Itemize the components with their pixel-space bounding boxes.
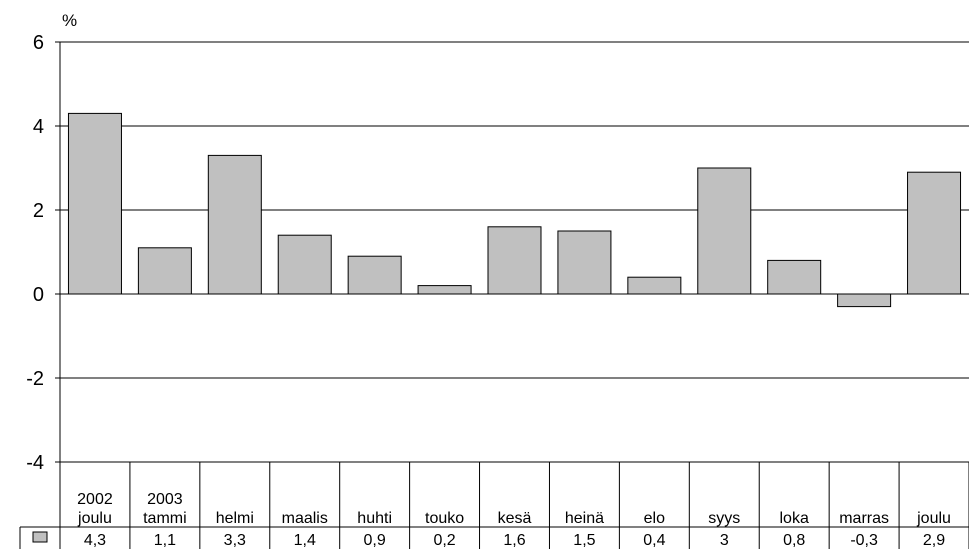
category-label: heinä	[565, 510, 604, 527]
y-tick-label: 2	[33, 200, 44, 222]
data-label: 3	[720, 532, 729, 549]
data-label: 1,5	[573, 532, 595, 549]
data-label: 4,3	[84, 532, 106, 549]
category-label: tammi	[143, 510, 187, 527]
bar	[907, 171, 962, 295]
data-label: 0,8	[783, 532, 805, 549]
bar	[837, 293, 892, 308]
data-label: 1,6	[503, 532, 525, 549]
data-label: 2,9	[923, 532, 945, 549]
category-label: joulu	[77, 510, 112, 527]
bar	[557, 230, 612, 295]
y-tick-label: -2	[26, 368, 44, 390]
data-table: 2002 joulu 4,3 2003 tammi 1,1 helmi 3,3 maalis 1,…	[19, 462, 969, 549]
category-label: syys	[708, 510, 740, 527]
y-tick-label: -4	[26, 452, 44, 474]
data-label: 0,4	[643, 532, 665, 549]
data-label: 3,3	[224, 532, 246, 549]
bar	[767, 259, 822, 295]
y-unit-label: %	[62, 11, 77, 30]
y-tick-label: 0	[33, 284, 44, 306]
bar	[277, 234, 332, 295]
axes: 6 4 2 0 -2 -4	[26, 32, 61, 474]
legend-swatch	[32, 531, 48, 543]
bar	[137, 247, 192, 295]
data-label: 0,2	[433, 532, 455, 549]
y-tick-label: 4	[33, 116, 44, 138]
category-label: loka	[780, 510, 809, 527]
y-tick-label: 6	[33, 32, 44, 54]
bar	[347, 255, 402, 295]
category-label: 2003	[147, 491, 183, 508]
bars	[67, 112, 962, 308]
data-label: 0,9	[364, 532, 386, 549]
category-label: maalis	[282, 510, 328, 527]
category-label: 2002	[77, 491, 113, 508]
data-label: 1,4	[294, 532, 316, 549]
bar	[207, 154, 262, 295]
category-label: marras	[839, 510, 889, 527]
bar	[487, 226, 542, 295]
bar	[627, 276, 682, 295]
category-label: helmi	[216, 510, 254, 527]
bar	[67, 112, 122, 295]
data-label: 1,1	[154, 532, 176, 549]
category-label: kesä	[498, 510, 532, 527]
bar	[697, 167, 752, 295]
category-label: joulu	[916, 510, 951, 527]
category-label: elo	[644, 510, 665, 527]
bar	[417, 285, 472, 295]
category-label: huhti	[357, 510, 392, 527]
data-label: -0,3	[850, 532, 878, 549]
category-label: touko	[425, 510, 464, 527]
